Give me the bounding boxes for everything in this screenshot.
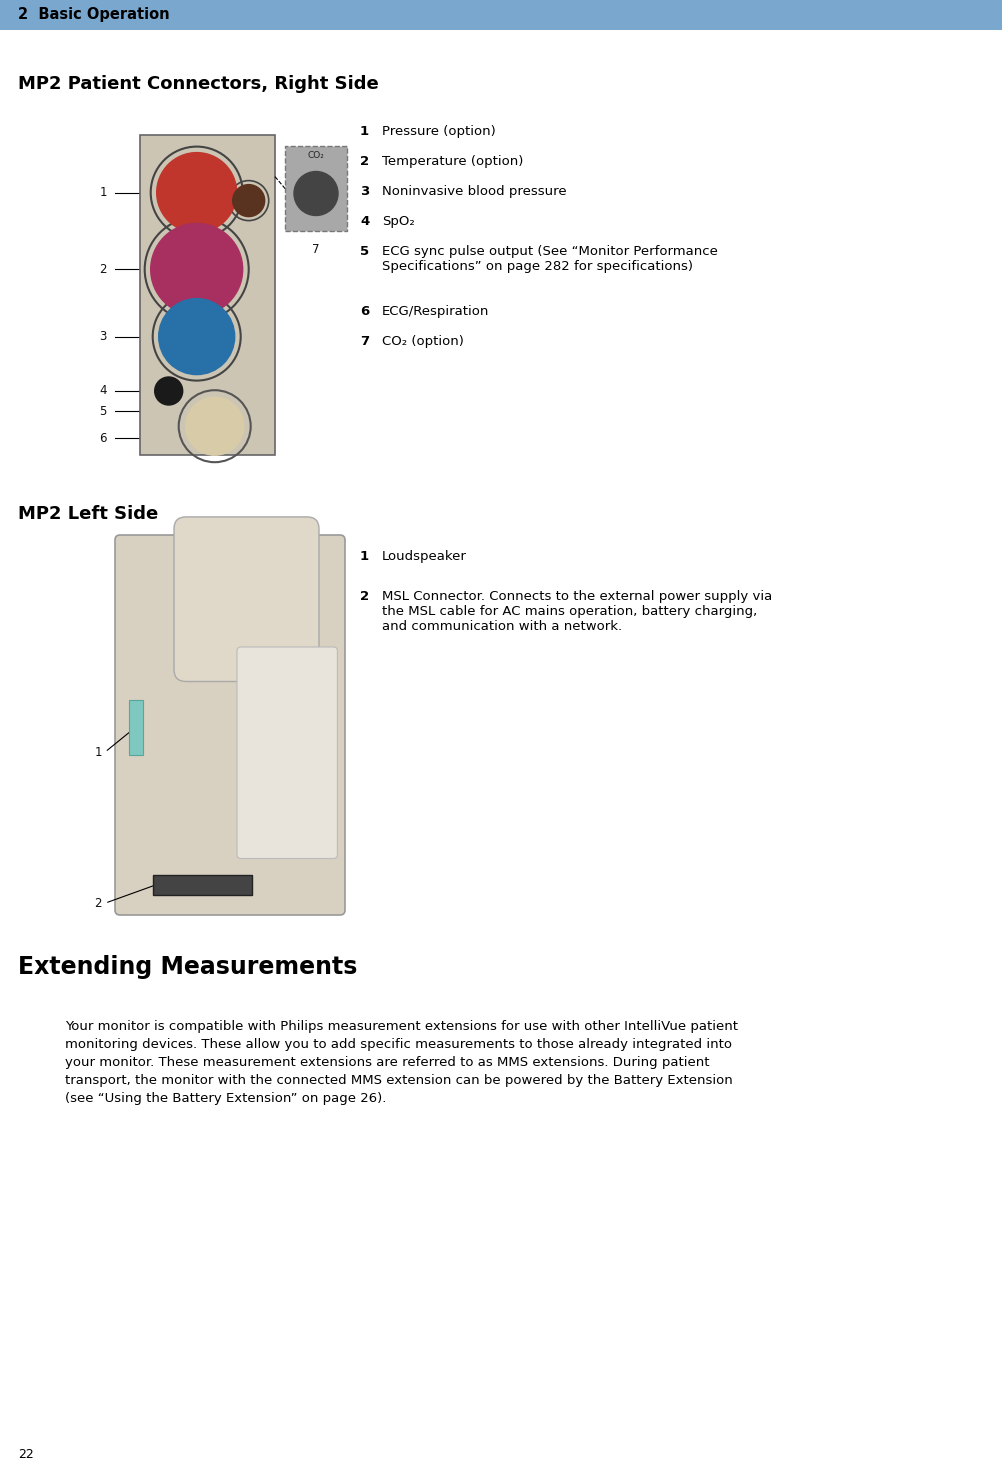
Circle shape: [158, 298, 234, 375]
Text: 3: 3: [360, 184, 369, 198]
Circle shape: [185, 397, 243, 455]
Text: Your monitor is compatible with Philips measurement extensions for use with othe: Your monitor is compatible with Philips …: [65, 1020, 737, 1106]
Text: ECG/Respiration: ECG/Respiration: [382, 306, 489, 317]
Text: 3: 3: [99, 331, 107, 342]
Text: 6: 6: [360, 306, 369, 317]
Text: 1: 1: [94, 745, 102, 759]
Text: SpO₂: SpO₂: [382, 215, 415, 227]
Text: MP2 Left Side: MP2 Left Side: [18, 505, 158, 523]
Text: 5: 5: [99, 404, 107, 418]
Circle shape: [232, 184, 265, 217]
Text: MP2 Patient Connectors, Right Side: MP2 Patient Connectors, Right Side: [18, 75, 379, 93]
Circle shape: [150, 223, 242, 316]
Text: Loudspeaker: Loudspeaker: [382, 551, 466, 562]
Text: 1: 1: [99, 186, 107, 199]
Circle shape: [294, 171, 338, 215]
FancyBboxPatch shape: [115, 534, 345, 915]
Text: 5: 5: [360, 245, 369, 258]
Text: ECG sync pulse output (See “Monitor Performance
Specifications” on page 282 for : ECG sync pulse output (See “Monitor Perf…: [382, 245, 717, 273]
Bar: [153, 875, 252, 896]
Bar: [140, 134, 275, 455]
Text: 7: 7: [312, 244, 320, 255]
Bar: [0, 0, 1002, 30]
Text: 1: 1: [360, 551, 369, 562]
Text: 4: 4: [360, 215, 369, 227]
FancyBboxPatch shape: [173, 517, 319, 682]
FancyBboxPatch shape: [236, 646, 337, 859]
Text: 7: 7: [360, 335, 369, 348]
Text: 1: 1: [360, 125, 369, 137]
Text: CO₂ (option): CO₂ (option): [382, 335, 463, 348]
Text: CO₂: CO₂: [308, 151, 324, 159]
Circle shape: [156, 152, 236, 233]
Bar: [128, 700, 142, 754]
Text: 4: 4: [99, 385, 107, 397]
Text: 2: 2: [360, 590, 369, 604]
Text: 2: 2: [360, 155, 369, 168]
Text: Pressure (option): Pressure (option): [382, 125, 495, 137]
Text: 2  Basic Operation: 2 Basic Operation: [18, 7, 169, 22]
Text: 2: 2: [94, 897, 102, 909]
Text: Temperature (option): Temperature (option): [382, 155, 523, 168]
Text: Extending Measurements: Extending Measurements: [18, 955, 357, 979]
Circle shape: [154, 376, 182, 404]
Text: MSL Connector. Connects to the external power supply via
the MSL cable for AC ma: MSL Connector. Connects to the external …: [382, 590, 772, 633]
Text: 22: 22: [18, 1448, 34, 1461]
Text: 6: 6: [99, 431, 107, 444]
Bar: [285, 146, 347, 232]
Text: 2: 2: [99, 263, 107, 276]
Text: Noninvasive blood pressure: Noninvasive blood pressure: [382, 184, 566, 198]
